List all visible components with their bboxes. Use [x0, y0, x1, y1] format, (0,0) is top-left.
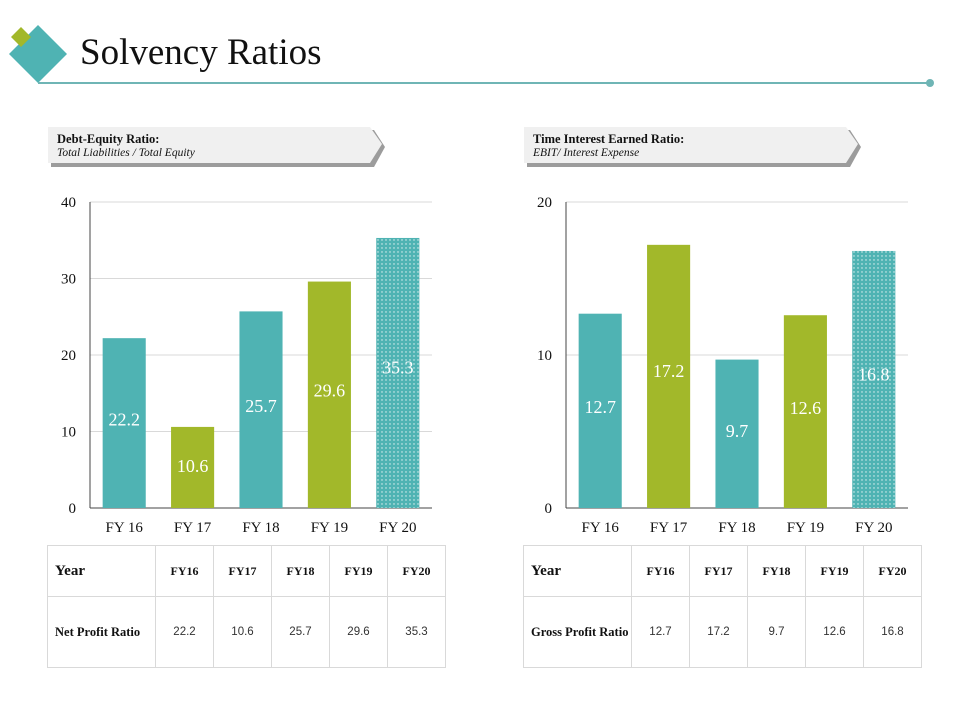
row-label: Gross Profit Ratio — [523, 596, 632, 668]
y-tick-label: 20 — [61, 348, 76, 364]
bar — [307, 281, 351, 508]
data-label: 25.7 — [245, 396, 277, 416]
data-label: 35.3 — [382, 358, 414, 378]
y-tick-label: 0 — [69, 501, 77, 517]
bar — [578, 313, 622, 508]
debt-equity-chart: 0 10 20 30 40 22.2 FY 16 10.6 FY 17 25.7 FY 18 29.6… — [61, 195, 432, 536]
title-divider — [38, 82, 928, 84]
value-cell: 10.6 — [213, 596, 272, 668]
debt-equity-banner: Debt-Equity Ratio: Total Liabilities / T… — [48, 127, 388, 167]
logo-diamond-icon — [9, 25, 67, 83]
banner-subtitle: Total Liabilities / Total Equity — [57, 147, 195, 159]
year-cell: FY16 — [155, 545, 214, 597]
bar — [852, 250, 896, 508]
table-header-row: Year FY16 FY17 FY18 FY19 FY20 — [523, 545, 922, 597]
value-cell: 17.2 — [689, 596, 748, 668]
year-header: Year — [523, 545, 632, 597]
table-header-row: Year FY16 FY17 FY18 FY19 FY20 — [47, 545, 446, 597]
data-label: 22.2 — [108, 410, 140, 430]
data-label: 9.7 — [726, 421, 749, 441]
y-tick-label: 10 — [61, 425, 76, 441]
x-tick-label: FY 19 — [311, 520, 348, 536]
y-tick-label: 40 — [61, 195, 76, 211]
year-cell: FY18 — [747, 545, 806, 597]
title-divider-dot — [926, 79, 934, 87]
x-tick-label: FY 18 — [718, 520, 755, 536]
table-row: Gross Profit Ratio 12.7 17.2 9.7 12.6 16… — [523, 596, 922, 668]
year-cell: FY18 — [271, 545, 330, 597]
data-label: 12.7 — [584, 397, 616, 417]
time-interest-chart: 0 10 20 12.7 FY 16 17.2 FY 17 9.7 FY 18 12.6 FY 19… — [537, 195, 908, 536]
data-label: 16.8 — [858, 364, 890, 384]
x-tick-label: FY 17 — [650, 520, 688, 536]
banner-title: Time Interest Earned Ratio: — [533, 132, 685, 146]
bar — [171, 426, 215, 508]
y-tick-label: 20 — [537, 195, 552, 211]
year-header: Year — [47, 545, 156, 597]
x-tick-label: FY 18 — [242, 520, 279, 536]
x-tick-label: FY 19 — [787, 520, 824, 536]
x-tick-label: FY 20 — [379, 520, 416, 536]
data-label: 29.6 — [314, 380, 346, 400]
x-tick-label: FY 16 — [106, 520, 144, 536]
bar — [376, 237, 420, 508]
value-cell: 25.7 — [271, 596, 330, 668]
year-cell: FY20 — [863, 545, 922, 597]
bar — [647, 244, 691, 508]
banner-shape — [524, 127, 861, 167]
y-tick-label: 10 — [537, 348, 552, 364]
table-row: Net Profit Ratio 22.2 10.6 25.7 29.6 35.… — [47, 596, 446, 668]
y-tick-label: 0 — [545, 501, 553, 517]
banner-shape — [48, 127, 385, 167]
value-cell: 12.6 — [805, 596, 864, 668]
x-tick-label: FY 20 — [855, 520, 892, 536]
year-cell: FY17 — [213, 545, 272, 597]
bar — [783, 315, 827, 508]
value-cell: 9.7 — [747, 596, 806, 668]
data-label: 17.2 — [653, 361, 685, 381]
time-interest-banner: Time Interest Earned Ratio: EBIT/ Intere… — [524, 127, 864, 167]
year-cell: FY17 — [689, 545, 748, 597]
year-cell: FY19 — [329, 545, 388, 597]
value-cell: 12.7 — [631, 596, 690, 668]
x-tick-label: FY 16 — [582, 520, 620, 536]
banner-title: Debt-Equity Ratio: — [57, 132, 160, 146]
year-cell: FY19 — [805, 545, 864, 597]
x-tick-label: FY 17 — [174, 520, 212, 536]
banner-subtitle: EBIT/ Interest Expense — [533, 147, 640, 159]
y-tick-label: 30 — [61, 272, 76, 288]
year-cell: FY20 — [387, 545, 446, 597]
value-cell: 16.8 — [863, 596, 922, 668]
value-cell: 29.6 — [329, 596, 388, 668]
data-label: 12.6 — [790, 398, 822, 418]
row-label: Net Profit Ratio — [47, 596, 156, 668]
bar — [715, 359, 759, 508]
bar — [102, 338, 146, 508]
bar — [239, 311, 283, 508]
page-title: Solvency Ratios — [80, 32, 322, 73]
data-label: 10.6 — [177, 456, 209, 476]
gross-profit-table: Year FY16 FY17 FY18 FY19 FY20 Gross Prof… — [523, 545, 922, 668]
value-cell: 22.2 — [155, 596, 214, 668]
year-cell: FY16 — [631, 545, 690, 597]
value-cell: 35.3 — [387, 596, 446, 668]
net-profit-table: Year FY16 FY17 FY18 FY19 FY20 Net Profit… — [47, 545, 446, 668]
